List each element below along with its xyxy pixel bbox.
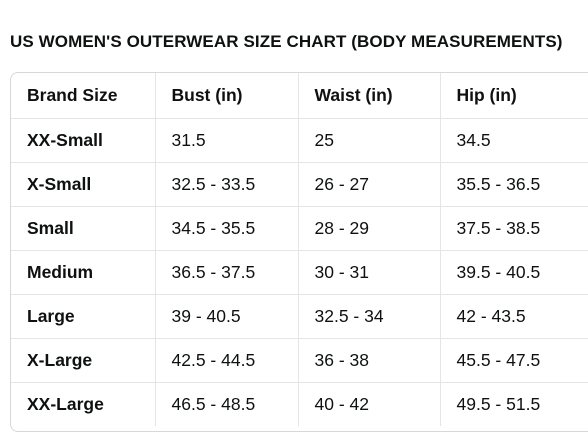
header-hip: Hip (in) bbox=[440, 73, 588, 119]
table-row: XX-Large 46.5 - 48.5 40 - 42 49.5 - 51.5 bbox=[11, 382, 588, 426]
header-brand-size: Brand Size bbox=[11, 73, 156, 119]
table-row: Medium 36.5 - 37.5 30 - 31 39.5 - 40.5 bbox=[11, 250, 588, 295]
hip-cell: 42 - 43.5 bbox=[440, 294, 588, 339]
size-cell: Medium bbox=[11, 250, 156, 295]
hip-cell: 34.5 bbox=[440, 118, 588, 163]
hip-cell: 37.5 - 38.5 bbox=[440, 206, 588, 251]
table-row: X-Small 32.5 - 33.5 26 - 27 35.5 - 36.5 bbox=[11, 162, 588, 207]
waist-cell: 25 bbox=[298, 118, 441, 163]
size-chart-table-container: Brand Size Bust (in) Waist (in) Hip (in)… bbox=[10, 72, 588, 432]
waist-cell: 26 - 27 bbox=[298, 162, 441, 207]
header-waist: Waist (in) bbox=[298, 73, 441, 119]
header-bust: Bust (in) bbox=[155, 73, 299, 119]
size-chart-table: Brand Size Bust (in) Waist (in) Hip (in)… bbox=[11, 73, 588, 426]
bust-cell: 39 - 40.5 bbox=[155, 294, 299, 339]
page-title: US WOMEN'S OUTERWEAR SIZE CHART (BODY ME… bbox=[10, 32, 563, 51]
table-row: XX-Small 31.5 25 34.5 bbox=[11, 118, 588, 163]
hip-cell: 39.5 - 40.5 bbox=[440, 250, 588, 295]
bust-cell: 36.5 - 37.5 bbox=[155, 250, 299, 295]
waist-cell: 40 - 42 bbox=[298, 382, 441, 426]
waist-cell: 36 - 38 bbox=[298, 338, 441, 383]
hip-cell: 45.5 - 47.5 bbox=[440, 338, 588, 383]
waist-cell: 30 - 31 bbox=[298, 250, 441, 295]
hip-cell: 49.5 - 51.5 bbox=[456, 393, 541, 414]
table-row: X-Large 42.5 - 44.5 36 - 38 45.5 - 47.5 bbox=[11, 338, 588, 383]
table-row: Small 34.5 - 35.5 28 - 29 37.5 - 38.5 bbox=[11, 206, 588, 251]
size-cell: Small bbox=[11, 206, 156, 251]
size-cell: X-Small bbox=[11, 162, 156, 207]
waist-cell: 28 - 29 bbox=[298, 206, 441, 251]
size-cell: XX-Large bbox=[11, 382, 156, 426]
table-header-row: Brand Size Bust (in) Waist (in) Hip (in) bbox=[11, 73, 588, 119]
bust-cell: 46.5 - 48.5 bbox=[155, 382, 299, 426]
bust-cell: 32.5 - 33.5 bbox=[155, 162, 299, 207]
size-cell: Large bbox=[11, 294, 156, 339]
bust-cell: 42.5 - 44.5 bbox=[155, 338, 299, 383]
size-cell: XX-Small bbox=[11, 118, 156, 163]
bust-cell: 31.5 bbox=[155, 118, 299, 163]
bust-cell: 34.5 - 35.5 bbox=[155, 206, 299, 251]
hip-cell: 35.5 - 36.5 bbox=[440, 162, 588, 207]
size-cell: X-Large bbox=[11, 338, 156, 383]
table-row: Large 39 - 40.5 32.5 - 34 42 - 43.5 bbox=[11, 294, 588, 339]
waist-cell: 32.5 - 34 bbox=[298, 294, 441, 339]
